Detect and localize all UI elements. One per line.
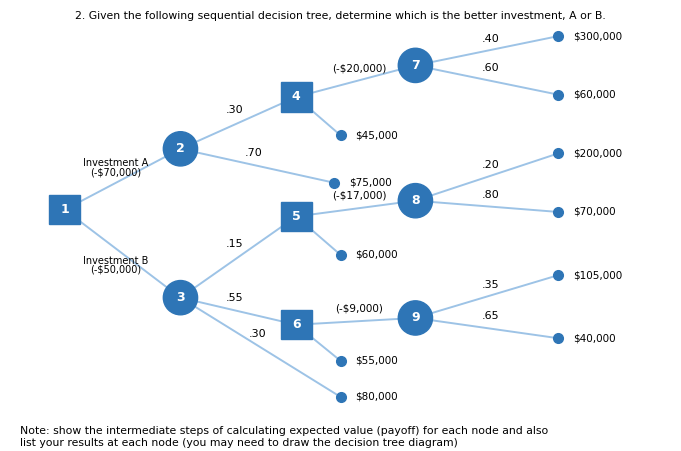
Text: 5: 5 bbox=[292, 210, 300, 223]
Text: $55,000: $55,000 bbox=[355, 356, 398, 366]
Text: $60,000: $60,000 bbox=[355, 250, 398, 260]
Text: (-$9,000): (-$9,000) bbox=[335, 303, 383, 313]
Text: $75,000: $75,000 bbox=[349, 178, 392, 188]
Text: (-$20,000): (-$20,000) bbox=[332, 63, 386, 73]
Text: Investment A: Investment A bbox=[83, 158, 148, 168]
Text: .30: .30 bbox=[249, 329, 266, 339]
Text: 6: 6 bbox=[292, 318, 300, 331]
Ellipse shape bbox=[163, 281, 197, 315]
Text: $70,000: $70,000 bbox=[573, 207, 616, 217]
Text: (-$50,000): (-$50,000) bbox=[90, 265, 142, 275]
Text: .65: .65 bbox=[481, 311, 499, 321]
FancyBboxPatch shape bbox=[281, 310, 312, 339]
Text: $300,000: $300,000 bbox=[573, 31, 622, 41]
Text: .80: .80 bbox=[481, 189, 499, 199]
FancyBboxPatch shape bbox=[281, 202, 312, 231]
Text: 1: 1 bbox=[61, 203, 69, 216]
Text: $60,000: $60,000 bbox=[573, 90, 616, 100]
Text: $80,000: $80,000 bbox=[355, 392, 398, 402]
Ellipse shape bbox=[398, 48, 432, 83]
Text: Note: show the intermediate steps of calculating expected value (payoff) for eac: Note: show the intermediate steps of cal… bbox=[20, 426, 549, 448]
Ellipse shape bbox=[398, 301, 432, 335]
Text: (-$17,000): (-$17,000) bbox=[332, 190, 387, 200]
FancyBboxPatch shape bbox=[49, 195, 80, 224]
Text: 8: 8 bbox=[411, 194, 419, 207]
Text: 2: 2 bbox=[176, 143, 185, 155]
Text: $45,000: $45,000 bbox=[355, 130, 398, 140]
Text: .40: .40 bbox=[481, 34, 499, 44]
FancyBboxPatch shape bbox=[281, 83, 312, 111]
Text: .55: .55 bbox=[226, 293, 244, 303]
Ellipse shape bbox=[398, 184, 432, 218]
Text: (-$70,000): (-$70,000) bbox=[90, 167, 142, 177]
Text: 9: 9 bbox=[411, 312, 419, 324]
Text: .30: .30 bbox=[226, 105, 244, 115]
Text: .15: .15 bbox=[226, 239, 244, 249]
Text: .60: .60 bbox=[481, 63, 499, 73]
Text: .20: .20 bbox=[481, 160, 499, 170]
Text: 4: 4 bbox=[292, 91, 300, 103]
Text: 2. Given the following sequential decision tree, determine which is the better i: 2. Given the following sequential decisi… bbox=[75, 11, 606, 21]
Text: $200,000: $200,000 bbox=[573, 148, 622, 158]
Text: Investment B: Investment B bbox=[83, 256, 148, 266]
Text: 3: 3 bbox=[176, 291, 185, 304]
Text: .35: .35 bbox=[481, 280, 499, 290]
Ellipse shape bbox=[163, 132, 197, 166]
Text: .70: .70 bbox=[244, 147, 263, 157]
Text: $105,000: $105,000 bbox=[573, 270, 622, 280]
Text: 7: 7 bbox=[411, 59, 419, 72]
Text: $40,000: $40,000 bbox=[573, 333, 616, 343]
